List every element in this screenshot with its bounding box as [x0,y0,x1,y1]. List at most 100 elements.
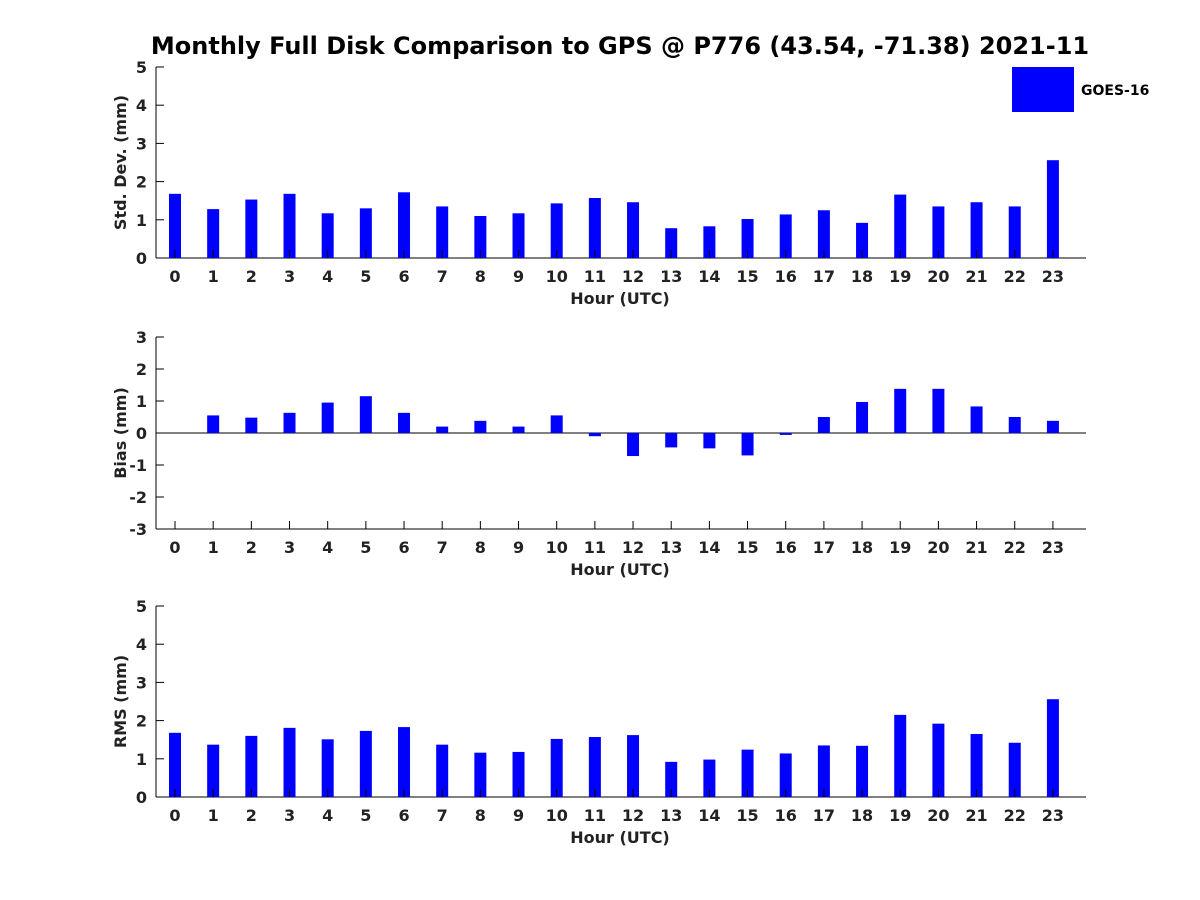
bar-hour-10 [550,738,563,797]
bar-hour-14 [703,759,716,797]
x-tick-label: 5 [360,806,371,825]
x-tick-label: 14 [698,806,720,825]
bar-hour-23 [1046,160,1059,258]
x-tick-label: 22 [1004,267,1026,286]
x-tick-label: 4 [322,267,333,286]
x-tick-label: 19 [889,538,911,557]
x-tick-label: 9 [513,267,524,286]
x-tick-label: 21 [965,806,987,825]
bar-hour-0 [169,193,181,258]
bar-hour-22 [1008,206,1021,258]
x-tick-label: 15 [736,267,758,286]
bar-hour-7 [436,426,449,433]
y-tick-label: 2 [136,173,147,192]
bar-hour-0 [169,732,181,797]
x-tick-label: 22 [1004,538,1026,557]
y-tick-label: 4 [136,96,147,115]
bar-hour-13 [665,761,678,797]
bar-hour-8 [474,420,487,433]
bar-hour-6 [398,412,411,433]
bar-hour-17 [817,210,830,258]
x-tick-label: 3 [284,806,295,825]
y-tick-label: 5 [136,597,147,616]
bar-hour-14 [703,226,716,258]
bar-hour-5 [359,208,372,258]
bar-hour-9 [512,426,525,433]
x-tick-label: 1 [208,538,219,557]
x-tick-label: 7 [437,806,448,825]
bar-hour-4 [321,402,334,433]
bar-hour-15 [741,219,754,258]
x-tick-label: 15 [736,806,758,825]
x-axis-label: Hour (UTC) [570,828,670,847]
x-tick-label: 9 [513,538,524,557]
bar-hour-19 [894,388,907,433]
x-tick-label: 0 [169,538,180,557]
bar-hour-15 [741,433,754,456]
x-tick-label: 18 [851,806,873,825]
y-axis-label: Std. Dev. (mm) [111,95,130,230]
x-tick-label: 18 [851,538,873,557]
bar-hour-16 [779,214,792,258]
bar-hour-18 [856,401,869,433]
x-tick-label: 2 [246,267,257,286]
x-tick-label: 5 [360,538,371,557]
y-tick-label: 1 [136,750,147,769]
y-tick-label: -1 [129,456,147,475]
x-tick-label: 20 [927,267,949,286]
bar-hour-11 [588,737,601,797]
bar-hour-5 [359,730,372,797]
x-tick-label: 21 [965,267,987,286]
bar-hour-9 [512,213,525,258]
bar-hour-19 [894,194,907,258]
bar-hour-21 [970,406,983,433]
bar-hour-1 [207,744,220,797]
x-tick-label: 7 [437,538,448,557]
bar-hour-6 [398,192,411,258]
bar-hour-23 [1046,699,1059,797]
x-tick-label: 8 [475,267,486,286]
x-axis-label: Hour (UTC) [570,560,670,579]
x-tick-label: 13 [660,538,682,557]
x-tick-label: 16 [775,267,797,286]
x-tick-label: 17 [813,806,835,825]
y-tick-label: -3 [129,520,147,539]
x-tick-label: 0 [169,806,180,825]
x-tick-label: 17 [813,538,835,557]
y-tick-label: 1 [136,392,147,411]
bar-hour-15 [741,749,754,797]
bar-hour-8 [474,215,487,258]
bar-hour-18 [856,222,869,258]
legend-label-goes16: GOES-16 [1081,83,1149,99]
x-tick-label: 13 [660,806,682,825]
y-tick-label: 3 [136,673,147,692]
x-tick-label: 12 [622,806,644,825]
bar-hour-18 [856,745,869,797]
bar-hour-11 [588,198,601,258]
y-tick-label: -2 [129,488,147,507]
x-tick-label: 12 [622,267,644,286]
bar-hour-14 [703,433,716,449]
x-tick-label: 3 [284,267,295,286]
y-tick-label: 0 [136,249,147,268]
x-tick-label: 6 [398,538,409,557]
bar-hour-13 [665,228,678,258]
bar-hour-2 [245,199,258,258]
x-tick-label: 1 [208,267,219,286]
x-tick-label: 20 [927,538,949,557]
bar-hour-20 [932,388,945,433]
bar-hour-9 [512,751,525,797]
bar-hour-11 [588,433,601,437]
bar-hour-2 [245,735,258,797]
x-tick-label: 1 [208,806,219,825]
x-tick-label: 14 [698,267,720,286]
y-tick-label: 0 [136,788,147,807]
x-tick-label: 7 [437,267,448,286]
bar-hour-10 [550,203,563,258]
bar-hour-3 [283,193,296,258]
y-tick-label: 3 [136,134,147,153]
